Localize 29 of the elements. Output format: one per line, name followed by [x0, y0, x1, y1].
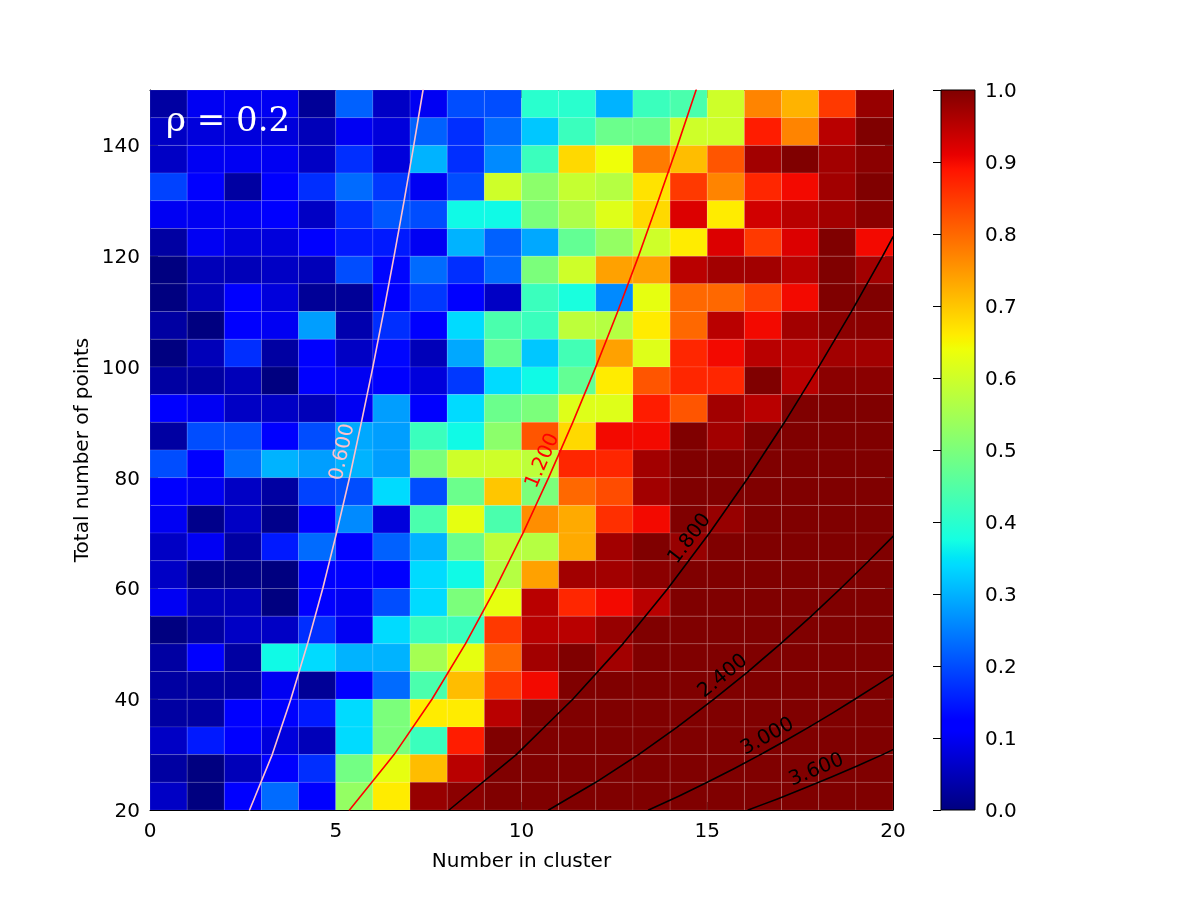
color-bar-label: 0.9 — [985, 150, 1017, 174]
x-tick-label: 0 — [143, 818, 157, 842]
x-tick-label: 20 — [880, 818, 906, 842]
color-bar-label: 0.4 — [985, 510, 1017, 534]
color-bar-label: 0.2 — [985, 654, 1017, 678]
color-bar-label: 0.1 — [985, 726, 1017, 750]
x-tick-label: 10 — [508, 818, 535, 842]
color-bar-label: 0.8 — [985, 222, 1017, 246]
color-bar-label: 0.5 — [985, 438, 1017, 462]
y-tick-label: 140 — [101, 133, 140, 158]
y-tick-label: 60 — [114, 576, 140, 601]
y-tick-label: 20 — [114, 798, 140, 822]
y-axis-title: Total number of points — [68, 337, 93, 564]
y-tick-label: 80 — [114, 465, 140, 490]
text: 1.200 — [518, 429, 564, 492]
color-bar-label: 0.0 — [985, 798, 1017, 822]
y-tick-label: 40 — [114, 687, 140, 712]
color-bar-label: 0.7 — [985, 294, 1017, 318]
color-bar-label: 0.6 — [985, 366, 1017, 390]
y-tick-label: 120 — [101, 244, 140, 269]
annotation: ρ = 0.2 — [166, 99, 291, 139]
x-axis-title: Number in cluster — [431, 848, 612, 872]
text: 3.600 — [784, 746, 847, 791]
text: 0.600 — [323, 421, 359, 483]
y-tick-label: 100 — [101, 354, 140, 379]
x-tick-label: 15 — [694, 818, 720, 842]
color-bar-label: 1.0 — [985, 78, 1017, 102]
color-bar-label: 0.3 — [985, 582, 1017, 606]
x-tick-label: 5 — [329, 818, 343, 842]
